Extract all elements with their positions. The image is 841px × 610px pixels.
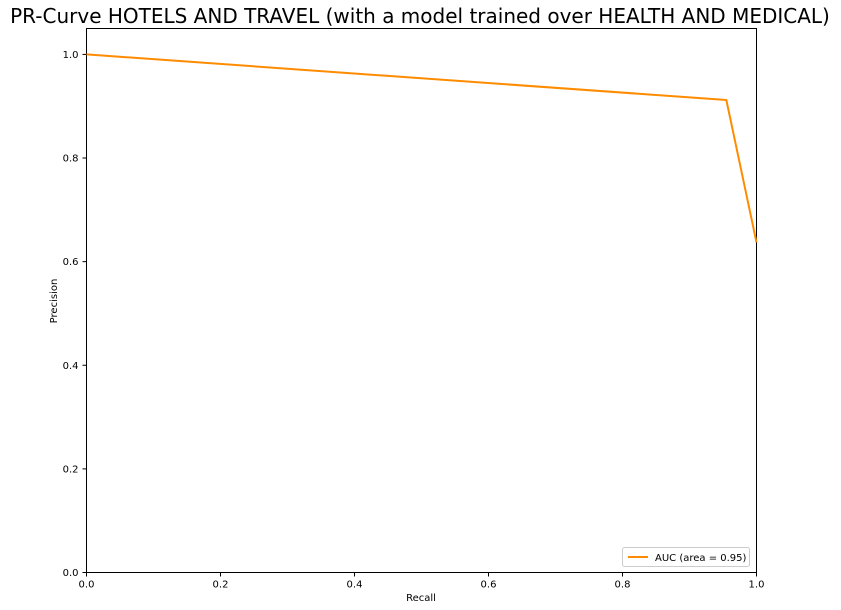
legend-box (622, 547, 750, 567)
x-tick-label: 0.2 (213, 580, 229, 591)
y-tick-label: 0.8 (63, 154, 79, 165)
x-tick-label: 0.0 (79, 580, 95, 591)
x-axis: 0.0 0.2 0.4 0.6 0.8 1.0 (79, 572, 765, 591)
x-tick-label: 0.4 (347, 580, 363, 591)
y-tick-label: 0.0 (63, 568, 79, 579)
y-axis: 0.0 0.2 0.4 0.6 0.8 1.0 (63, 50, 87, 579)
series-layer (86, 53, 758, 243)
y-tick-label: 0.2 (63, 464, 79, 475)
y-tick-label: 0.4 (63, 361, 79, 372)
x-tick-label: 0.8 (615, 580, 631, 591)
legend: AUC (area = 0.95) (622, 547, 750, 567)
x-tick-label: 1.0 (749, 580, 765, 591)
y-tick-label: 0.6 (63, 257, 79, 268)
x-axis-label: Recall (406, 593, 436, 604)
x-tick-label: 0.6 (481, 580, 497, 591)
plot-area (86, 28, 757, 573)
legend-label: AUC (area = 0.95) (655, 553, 747, 564)
y-axis-label: Precision (49, 279, 60, 324)
y-tick-label: 1.0 (63, 50, 79, 61)
pr-curve-line (86, 53, 758, 243)
chart-title: PR-Curve HOTELS AND TRAVEL (with a model… (10, 4, 830, 28)
